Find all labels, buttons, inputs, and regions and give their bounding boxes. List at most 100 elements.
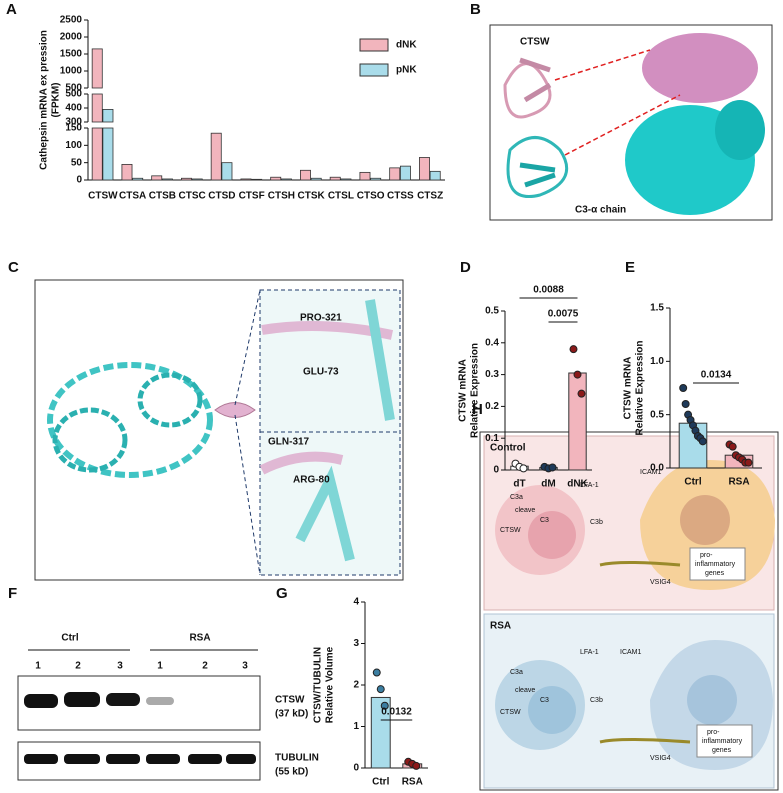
data-point [569, 345, 578, 354]
residue-label: GLU-73 [303, 367, 339, 378]
y-axis-label: (FPKM) [51, 83, 62, 118]
x-tick-label: CTSA [119, 191, 146, 202]
y-tick-label: 50 [71, 157, 83, 168]
bar [389, 167, 401, 181]
blot-size: (55 kD) [275, 767, 308, 778]
y-axis-label: CTSW mRNA [623, 357, 634, 420]
legend-swatch [359, 38, 389, 52]
bar [429, 170, 441, 181]
bar [370, 177, 382, 181]
schematic-label: LFA-1 [580, 649, 599, 656]
bar [329, 176, 341, 181]
residue-label: ARG-80 [293, 475, 330, 486]
y-tick-label: 2500 [60, 15, 83, 26]
panel-label: B [470, 1, 481, 18]
schematic-label: VSIG4 [650, 579, 671, 586]
y-tick-label: 100 [65, 140, 82, 151]
panel-label: A [6, 1, 17, 18]
schematic-label: inflammatory [702, 738, 743, 745]
protein-label: C3-α chain [575, 205, 626, 216]
bar [419, 157, 430, 181]
lane-label: 1 [35, 661, 41, 672]
x-tick-label: CTSZ [417, 191, 443, 202]
x-tick-label: dT [513, 479, 525, 490]
bar [91, 127, 103, 181]
bar [132, 177, 144, 181]
schematic-label: C3b [590, 697, 603, 704]
schematic-label: pro- [707, 729, 720, 736]
schematic-label: genes [712, 747, 732, 754]
schematic-label: C3a [510, 669, 523, 676]
data-point [744, 458, 753, 467]
y-tick-label: 0.0 [650, 463, 664, 474]
y-axis-label: Relative Expression [635, 340, 646, 435]
y-tick-label: 300 [65, 117, 82, 128]
protein-label: CTSW [520, 37, 550, 48]
y-tick-label: 1.5 [650, 303, 664, 314]
x-tick-label: CTSH [268, 191, 295, 202]
panel-label: C [8, 259, 19, 276]
bar [151, 175, 163, 181]
protein-art [47, 289, 401, 576]
schematic-label: C3 [540, 697, 549, 704]
condition-title: RSA [490, 621, 511, 632]
y-tick-label: 150 [65, 123, 82, 134]
blot [17, 675, 261, 781]
data-point [681, 400, 690, 408]
legend-label: dNK [396, 40, 417, 51]
bar [251, 178, 263, 181]
data-point [380, 701, 389, 710]
y-tick-label: 2000 [60, 32, 83, 43]
x-tick-label: CTSF [239, 191, 265, 202]
y-tick-label: 1000 [60, 66, 83, 77]
y-tick-label: 0 [493, 465, 499, 476]
y-tick-label: 0 [353, 763, 359, 774]
y-axis-label: CTSW mRNA [458, 359, 469, 422]
x-tick-label: CTSO [357, 191, 385, 202]
bar [210, 132, 222, 181]
schematic-label: cleave [515, 687, 535, 694]
y-tick-label: 0.3 [485, 369, 499, 380]
schematic-label: cleave [515, 507, 535, 514]
blot-size: (37 kD) [275, 709, 308, 720]
schematic-label: LFA-1 [580, 482, 599, 489]
blot-label: TUBULIN [275, 753, 319, 764]
y-axis-label: Cathepsin mRNA ex pression [39, 30, 50, 170]
schematic-label: C3a [510, 494, 523, 501]
panel-label: F [8, 585, 17, 602]
bar [280, 178, 292, 181]
p-value: 0.0134 [701, 370, 732, 381]
blot-label: CTSW [275, 695, 305, 706]
panel-label: D [460, 259, 471, 276]
schematic-label: ICAM1 [640, 469, 662, 476]
p-value: 0.0075 [548, 309, 579, 320]
y-axis-label: Relative Volume [325, 646, 336, 723]
data-point [372, 668, 381, 677]
legend-label: pNK [396, 65, 417, 76]
x-tick-label: dNK [567, 479, 588, 490]
schematic-label: C3 [540, 517, 549, 524]
group-label: Ctrl [61, 633, 78, 644]
schematic-label: ICAM1 [620, 649, 642, 656]
bar [270, 176, 282, 181]
bar [340, 178, 352, 181]
y-tick-label: 2 [353, 680, 359, 691]
y-tick-label: 0 [76, 175, 82, 186]
data-point [376, 685, 385, 694]
panel-label: H [472, 401, 483, 418]
schematic-label: CTSW [500, 527, 521, 534]
lane-label: 1 [157, 661, 163, 672]
y-tick-label: 0.2 [485, 401, 499, 412]
schematic-label: pro- [700, 552, 713, 559]
y-tick-label: 1 [353, 721, 359, 732]
data-point [698, 437, 707, 446]
schematic-label: genes [705, 570, 725, 577]
bar [300, 169, 311, 181]
bar [91, 93, 103, 123]
bar [221, 162, 233, 181]
x-tick-label: Ctrl [372, 777, 389, 788]
bar [568, 372, 587, 471]
y-tick-label: 0.1 [485, 433, 499, 444]
schematic-label: C3b [590, 519, 603, 526]
